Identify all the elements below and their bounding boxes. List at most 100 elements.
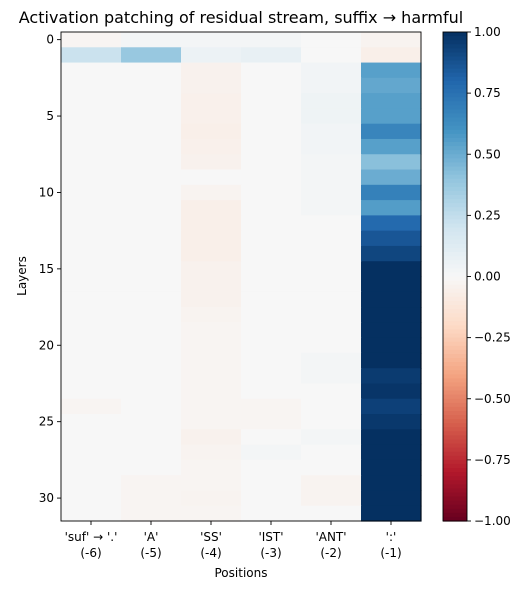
heatmap-cell bbox=[61, 200, 122, 216]
colorbar-segment bbox=[443, 419, 467, 424]
heatmap-cell bbox=[61, 169, 122, 186]
heatmap-cell bbox=[241, 230, 302, 247]
y-tick-label: 15 bbox=[39, 262, 54, 276]
colorbar: 1.00 0.75 0.50 0.25 0.00 −0.25 −0.50 −0.75 −1.00 bbox=[442, 25, 511, 528]
heatmap-cell bbox=[121, 245, 182, 262]
heatmap-cell bbox=[181, 429, 242, 446]
colorbar-segment bbox=[443, 133, 467, 139]
heatmap-cell bbox=[121, 307, 182, 323]
heatmap-cell bbox=[361, 77, 422, 94]
colorbar-tick-label: 0.00 bbox=[474, 270, 501, 284]
colorbar-segment bbox=[443, 268, 467, 274]
heatmap-cell bbox=[61, 138, 122, 155]
heatmap-cell bbox=[121, 352, 182, 369]
heatmap-cell bbox=[121, 200, 182, 216]
heatmap-cell bbox=[121, 322, 182, 339]
colorbar-segment bbox=[443, 64, 467, 70]
heatmap-cell bbox=[241, 276, 302, 293]
colorbar-segment bbox=[443, 468, 467, 473]
heatmap-cell bbox=[241, 337, 302, 354]
colorbar-segment bbox=[443, 215, 467, 221]
colorbar-segment bbox=[443, 423, 467, 428]
heatmap-cell bbox=[121, 398, 182, 415]
heatmap-cell bbox=[301, 322, 362, 339]
heatmap-cell bbox=[241, 77, 302, 94]
heatmap-cell bbox=[361, 322, 422, 339]
heatmap-cell bbox=[361, 138, 422, 155]
heatmap-cell bbox=[361, 32, 422, 48]
heatmap-cell bbox=[181, 276, 242, 293]
heatmap-cell bbox=[241, 322, 302, 339]
colorbar-segment bbox=[443, 76, 467, 82]
heatmap-cell bbox=[61, 398, 122, 415]
colorbar-segment bbox=[443, 203, 467, 208]
heatmap-cell bbox=[241, 383, 302, 400]
heatmap-cell bbox=[301, 444, 362, 461]
colorbar-segment bbox=[443, 415, 467, 420]
x-tick-label: (-5) bbox=[140, 546, 161, 560]
colorbar-segment bbox=[443, 472, 467, 477]
colorbar-segment bbox=[443, 321, 467, 326]
colorbar-segment bbox=[443, 93, 467, 98]
colorbar-segment bbox=[443, 366, 467, 371]
heatmap-cell bbox=[121, 444, 182, 461]
colorbar-segment bbox=[443, 48, 467, 53]
heatmap-cell bbox=[61, 352, 122, 369]
heatmap-cell bbox=[61, 444, 122, 461]
colorbar-segment bbox=[443, 284, 467, 290]
colorbar-segment bbox=[443, 451, 467, 457]
colorbar-segment bbox=[443, 500, 467, 506]
colorbar-segment bbox=[443, 223, 467, 229]
colorbar-segment bbox=[443, 305, 467, 310]
heatmap-cell bbox=[181, 138, 242, 155]
colorbar-segment bbox=[443, 142, 467, 147]
colorbar-segment bbox=[443, 374, 467, 379]
colorbar-segment bbox=[443, 337, 467, 343]
colorbar-tick-label: 0.25 bbox=[474, 208, 501, 222]
heatmap-cell bbox=[361, 184, 422, 201]
colorbar-segment bbox=[443, 386, 467, 392]
colorbar-segment bbox=[443, 129, 467, 135]
heatmap-cell bbox=[241, 138, 302, 155]
colorbar-segment bbox=[443, 309, 467, 314]
colorbar-segment bbox=[443, 174, 467, 180]
heatmap-cell bbox=[61, 505, 122, 522]
heatmap-cell bbox=[301, 108, 362, 125]
heatmap-cell bbox=[361, 444, 422, 461]
heatmap-cell bbox=[241, 93, 302, 110]
x-tick-label: 'suf' → '.' bbox=[65, 530, 118, 544]
colorbar-segment bbox=[443, 512, 467, 518]
colorbar-segment bbox=[443, 484, 467, 489]
heatmap-cell bbox=[181, 459, 242, 476]
heatmap-cell bbox=[61, 77, 122, 94]
colorbar-segment bbox=[443, 178, 467, 184]
colorbar-segment bbox=[443, 488, 467, 494]
heatmap-cell bbox=[181, 47, 242, 64]
colorbar-segment bbox=[443, 195, 467, 200]
heatmap-cell bbox=[121, 47, 182, 64]
colorbar-segment bbox=[443, 492, 467, 498]
colorbar-segment bbox=[443, 447, 467, 453]
heatmap-cell bbox=[61, 93, 122, 110]
heatmap-cell bbox=[181, 154, 242, 171]
heatmap-cell bbox=[361, 200, 422, 216]
colorbar-segment bbox=[443, 317, 467, 322]
colorbar-segment bbox=[443, 288, 467, 294]
heatmap-cell bbox=[121, 184, 182, 201]
y-axis-label: Layers bbox=[15, 256, 29, 296]
colorbar-segment bbox=[443, 443, 467, 449]
heatmap-cell bbox=[361, 337, 422, 354]
heatmap-cell bbox=[301, 47, 362, 64]
heatmap-cell bbox=[181, 383, 242, 400]
heatmap-cell bbox=[241, 475, 302, 492]
heatmap-cell bbox=[361, 62, 422, 79]
heatmap-cell bbox=[361, 505, 422, 522]
x-tick-label: (-3) bbox=[260, 546, 281, 560]
heatmap-cell bbox=[181, 32, 242, 48]
colorbar-tick-label: 0.75 bbox=[474, 86, 501, 100]
heatmap-cell bbox=[301, 261, 362, 278]
heatmap-cell bbox=[121, 138, 182, 155]
heatmap-cell bbox=[181, 352, 242, 369]
colorbar-segment bbox=[443, 52, 467, 58]
heatmap-cell bbox=[361, 490, 422, 507]
